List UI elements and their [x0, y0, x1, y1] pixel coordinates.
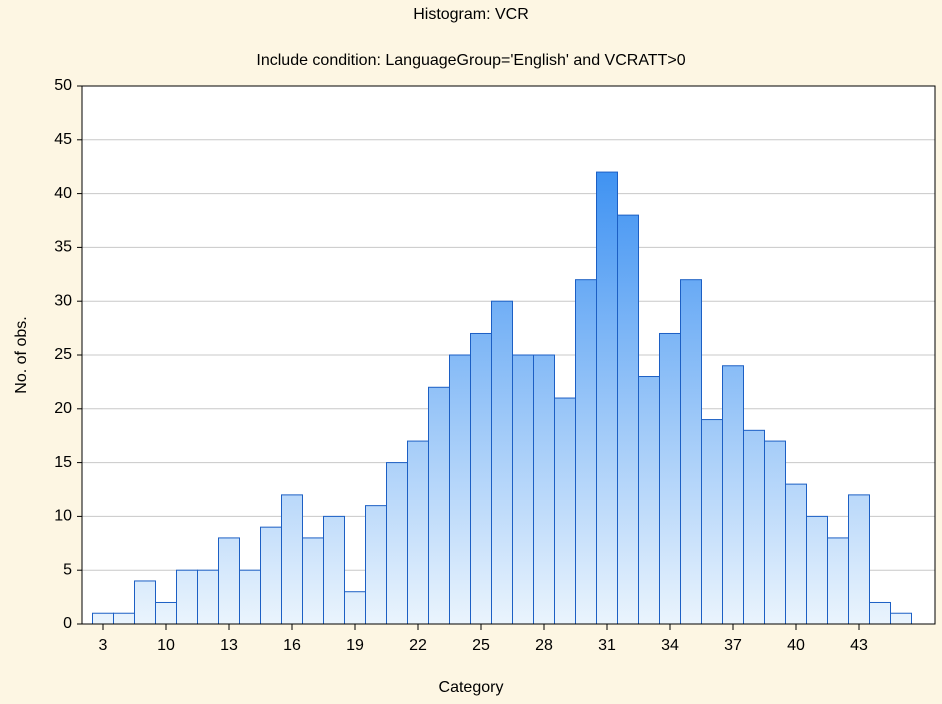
- y-tick-label: 40: [54, 185, 72, 202]
- bar: [722, 365, 744, 625]
- x-tick-label: 34: [661, 637, 679, 654]
- bar: [239, 569, 261, 625]
- bar: [344, 591, 366, 625]
- x-tick-label: 37: [724, 637, 742, 654]
- bar: [134, 580, 156, 625]
- bar: [407, 440, 429, 625]
- x-tick-label: 43: [850, 637, 868, 654]
- bar: [827, 537, 849, 625]
- bar: [428, 386, 450, 625]
- x-tick-label: 3: [99, 637, 108, 654]
- bar: [155, 601, 177, 625]
- y-tick-label: 0: [63, 615, 72, 632]
- bar: [449, 354, 471, 625]
- bar: [659, 332, 681, 625]
- bar: [302, 537, 324, 625]
- bar: [260, 526, 282, 625]
- bar: [113, 612, 135, 625]
- bar: [197, 569, 219, 625]
- bar: [176, 569, 198, 625]
- x-tick-label: 40: [787, 637, 805, 654]
- bar: [638, 376, 660, 625]
- bar: [512, 354, 534, 625]
- x-tick-label: 13: [220, 637, 238, 654]
- y-tick-label: 50: [54, 77, 72, 94]
- bar: [281, 494, 303, 625]
- x-tick-label: 16: [283, 637, 301, 654]
- bar: [785, 483, 807, 625]
- bar: [470, 332, 492, 625]
- bar: [323, 515, 345, 625]
- bar: [806, 515, 828, 625]
- y-tick-label: 25: [54, 346, 72, 363]
- x-axis-label: Category: [439, 679, 504, 696]
- y-tick-label: 10: [54, 508, 72, 525]
- bar: [743, 429, 765, 625]
- y-tick-label: 30: [54, 292, 72, 309]
- x-tick-label: 19: [346, 637, 364, 654]
- x-tick-label: 25: [472, 637, 490, 654]
- bar: [92, 612, 114, 625]
- y-tick-label: 45: [54, 131, 72, 148]
- bar: [617, 214, 639, 625]
- y-tick-label: 5: [63, 561, 72, 578]
- bar: [701, 419, 723, 625]
- bar: [575, 279, 597, 625]
- bar: [890, 612, 912, 625]
- y-tick-label: 20: [54, 400, 72, 417]
- bar: [680, 279, 702, 625]
- y-tick-label: 15: [54, 454, 72, 471]
- chart-title: Histogram: VCR: [413, 6, 529, 23]
- x-tick-label: 28: [535, 637, 553, 654]
- y-axis-label: No. of obs.: [13, 316, 30, 393]
- x-tick-label: 31: [598, 637, 616, 654]
- x-tick-label: 22: [409, 637, 427, 654]
- bar: [554, 397, 576, 625]
- bar: [386, 462, 408, 625]
- bar: [491, 300, 513, 625]
- bar: [365, 505, 387, 625]
- bar: [596, 171, 618, 625]
- chart-subtitle: Include condition: LanguageGroup='Englis…: [256, 52, 685, 69]
- bar: [869, 601, 891, 625]
- x-tick-label: 10: [157, 637, 175, 654]
- bar: [848, 494, 870, 625]
- bar: [764, 440, 786, 625]
- y-tick-label: 35: [54, 239, 72, 256]
- bar: [533, 354, 555, 625]
- bar: [218, 537, 240, 625]
- plot-frame: [81, 85, 936, 625]
